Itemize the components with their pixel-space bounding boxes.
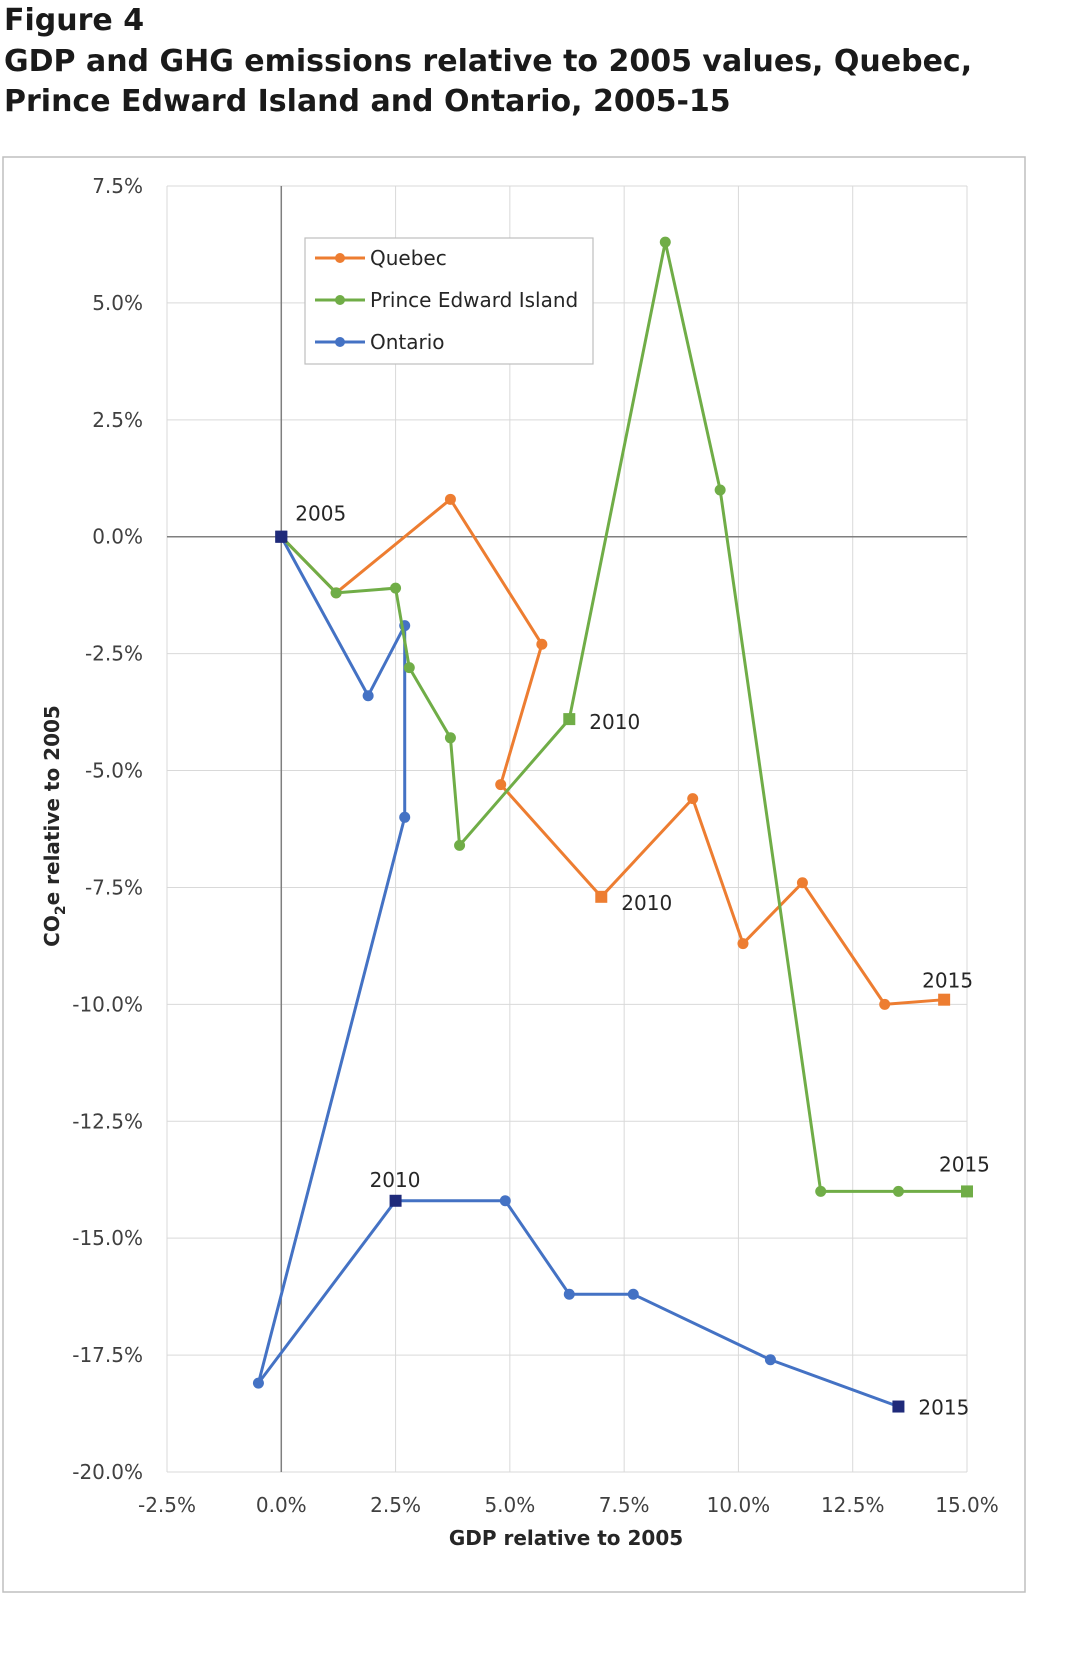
y-tick-label: -10.0% (72, 992, 143, 1016)
y-tick-label: 5.0% (92, 291, 143, 315)
data-point (330, 587, 342, 599)
legend-marker-pei (335, 295, 345, 305)
y-tick-label: -17.5% (72, 1343, 143, 1367)
figure-label: Figure 4 (4, 3, 145, 38)
x-tick-label: 15.0% (935, 1493, 999, 1517)
x-tick-label: 2.5% (370, 1493, 421, 1517)
y-tick-label: 2.5% (92, 408, 143, 432)
chart-border (2, 156, 1026, 1593)
data-point (892, 1185, 904, 1197)
y-axis-label-co: CO (40, 915, 64, 947)
x-tick-label: 7.5% (599, 1493, 650, 1517)
annotation-label: 2005 (295, 502, 346, 526)
figure-title: GDP and GHG emissions relative to 2005 v… (4, 44, 973, 119)
data-point (499, 1195, 511, 1207)
series-prince-edward-island (275, 236, 973, 1198)
data-point (444, 732, 456, 744)
data-point (796, 877, 808, 889)
data-point (627, 1288, 639, 1300)
x-tick-label: 12.5% (821, 1493, 885, 1517)
y-tick-label: -20.0% (72, 1460, 143, 1484)
y-tick-label: 7.5% (92, 174, 143, 198)
y-tick-label: -5.0% (85, 759, 143, 783)
data-point-square (892, 1400, 905, 1413)
data-point (399, 811, 411, 823)
data-point (764, 1354, 776, 1366)
legend: Quebec Prince Edward Island Ontario (304, 237, 594, 365)
legend-label-pei: Prince Edward Island (370, 288, 578, 312)
data-point (737, 938, 749, 950)
data-point (495, 779, 507, 791)
x-tick-label: 0.0% (256, 1493, 307, 1517)
data-point (659, 236, 671, 248)
legend-marker-quebec (335, 253, 345, 263)
data-point (563, 1288, 575, 1300)
data-point (454, 839, 466, 851)
series-layer (252, 236, 973, 1413)
data-point (536, 638, 548, 650)
origin-marker (275, 530, 288, 543)
x-tick-label: 10.0% (707, 1493, 771, 1517)
legend-label-ontario: Ontario (370, 330, 445, 354)
data-point (403, 662, 415, 674)
legend-item-quebec: Quebec (315, 246, 447, 270)
data-point (390, 582, 402, 594)
data-point-square (563, 713, 576, 726)
annotation-label: 2015 (918, 1396, 969, 1420)
x-axis-label: GDP relative to 2005 (449, 1526, 683, 1550)
y-axis-label-rest: e relative to 2005 (40, 705, 64, 905)
annotation-label: 2015 (939, 1152, 990, 1176)
y-tick-label: -2.5% (85, 642, 143, 666)
data-point (879, 998, 891, 1010)
y-tick-label: -7.5% (85, 875, 143, 899)
data-point-square (389, 1194, 402, 1207)
tick-labels: -2.5% 0.0% 2.5% 5.0% 7.5% 10.0% 12.5% 15.0% 7.5%… (72, 174, 999, 1517)
annotations: 2005 2010 2010 2010 2015 2015 2015 (295, 502, 990, 1420)
x-tick-label: 5.0% (484, 1493, 535, 1517)
data-point-square (595, 890, 608, 903)
series-ontario (252, 530, 905, 1413)
data-point (444, 493, 456, 505)
data-point (252, 1377, 264, 1389)
x-tick-label: -2.5% (138, 1493, 196, 1517)
y-tick-label: 0.0% (92, 525, 143, 549)
annotation-label: 2010 (370, 1168, 421, 1192)
legend-item-ontario: Ontario (315, 330, 445, 354)
data-point-square (938, 993, 951, 1006)
data-point-square (961, 1185, 973, 1198)
y-tick-label: -15.0% (72, 1226, 143, 1250)
annotation-label: 2010 (621, 891, 672, 915)
y-axis-label-sub: 2 (53, 905, 69, 915)
data-point (714, 484, 726, 496)
series-quebec (275, 493, 951, 1010)
legend-label-quebec: Quebec (370, 246, 447, 270)
y-axis-label: CO2e relative to 2005 (40, 705, 69, 947)
annotation-label: 2015 (922, 969, 973, 993)
data-point (687, 793, 699, 805)
axes (167, 186, 967, 1472)
legend-marker-ontario (335, 337, 345, 347)
series-line-prince-edward-island (280, 240, 967, 1193)
data-point (362, 690, 374, 702)
annotation-label: 2010 (589, 710, 640, 734)
data-point (815, 1185, 827, 1197)
y-tick-label: -12.5% (72, 1109, 143, 1133)
legend-item-pei: Prince Edward Island (315, 288, 578, 312)
